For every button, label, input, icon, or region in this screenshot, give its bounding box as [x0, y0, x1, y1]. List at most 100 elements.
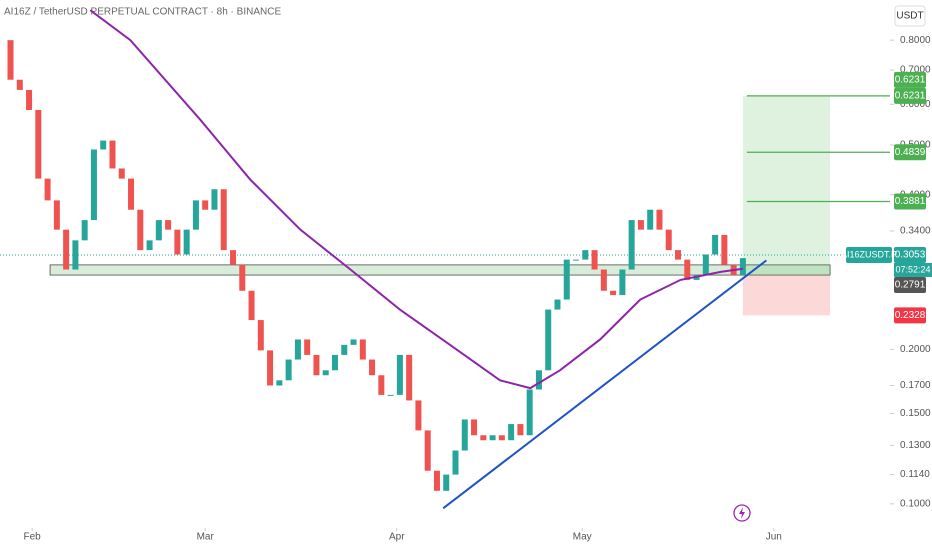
candle — [100, 140, 107, 150]
price-label: 0.3881 — [895, 196, 926, 207]
candle — [322, 370, 329, 376]
candle — [739, 258, 746, 276]
candle — [721, 234, 728, 265]
chart-title: AI16Z / TetherUSD PERPETUAL CONTRACT · 8… — [4, 7, 281, 18]
trendline — [442, 259, 767, 510]
candle — [582, 250, 589, 260]
candle — [378, 375, 385, 395]
candle — [331, 354, 338, 371]
candle — [294, 339, 301, 360]
y-tick-label: 0.1500 — [900, 408, 931, 419]
candle — [248, 290, 255, 321]
countdown-box — [894, 262, 932, 277]
candle — [424, 430, 431, 471]
candle — [545, 309, 552, 371]
candle — [7, 40, 14, 80]
candle — [257, 320, 264, 351]
candle — [239, 264, 246, 291]
candle — [276, 380, 283, 386]
candle — [285, 359, 292, 381]
candle — [498, 435, 505, 441]
price-label-box — [894, 71, 926, 88]
symbol-label: AI16ZUSDT.P — [841, 249, 897, 259]
y-tick-label: 0.3400 — [900, 226, 931, 237]
y-tick-label: 0.6000 — [900, 99, 931, 110]
candle — [63, 229, 70, 270]
candle — [452, 450, 459, 475]
candle — [81, 220, 88, 241]
candle — [350, 339, 357, 345]
lightning-icon[interactable] — [733, 504, 751, 522]
moving-average — [89, 9, 744, 390]
currency-button[interactable] — [894, 5, 926, 27]
candle — [26, 89, 33, 110]
candle — [406, 354, 413, 401]
candle — [535, 370, 542, 390]
x-tick-label: Mar — [197, 532, 215, 543]
candle — [118, 168, 125, 179]
candle — [146, 240, 153, 251]
candle — [619, 269, 626, 296]
candle — [573, 259, 580, 261]
candle — [220, 189, 227, 251]
candle — [665, 229, 672, 251]
candle — [109, 140, 116, 169]
candle — [600, 269, 607, 291]
candle — [591, 250, 598, 270]
candle — [656, 209, 663, 230]
price-label: 0.3053 — [895, 250, 926, 261]
candle — [387, 394, 394, 396]
candle — [174, 229, 181, 255]
y-tick-label: 0.1300 — [900, 440, 931, 451]
price-label: 0.2791 — [895, 280, 926, 291]
candle — [211, 189, 218, 210]
candle — [183, 229, 190, 255]
price-label-box — [894, 87, 926, 104]
candle — [489, 435, 496, 441]
candle — [610, 290, 617, 296]
candle — [90, 149, 97, 221]
candle — [192, 200, 199, 230]
x-tick-label: May — [573, 532, 592, 543]
candle — [675, 250, 682, 260]
candle — [702, 254, 709, 276]
candle — [461, 419, 468, 451]
candle — [44, 178, 51, 201]
candle — [304, 339, 311, 355]
candle — [369, 359, 376, 376]
candle — [526, 389, 533, 436]
take-profit-zone — [742, 95, 831, 275]
price-label-box — [894, 307, 926, 324]
candle — [443, 474, 450, 491]
candle — [53, 200, 60, 230]
candle — [35, 109, 42, 179]
x-tick-label: Jun — [766, 532, 782, 543]
x-tick-label: Apr — [389, 532, 405, 543]
y-tick-label: 0.2000 — [900, 344, 931, 355]
candle — [202, 200, 209, 210]
price-label: 0.2328 — [895, 310, 926, 321]
candle — [16, 79, 23, 90]
candle — [415, 400, 422, 431]
price-label-box — [894, 276, 926, 293]
candle — [647, 209, 654, 230]
candle — [480, 435, 487, 441]
y-tick-label: 0.7000 — [900, 65, 931, 76]
price-label-box — [894, 193, 926, 210]
candle — [433, 470, 440, 491]
price-label-box — [894, 144, 926, 161]
candle — [508, 424, 515, 441]
candle — [554, 299, 561, 310]
price-label: 0.4839 — [895, 147, 926, 158]
support-zone — [49, 264, 831, 276]
symbol-box — [846, 246, 892, 263]
candle — [128, 178, 135, 210]
candle — [471, 419, 478, 436]
candle — [684, 259, 691, 280]
candle — [396, 354, 403, 395]
y-tick-label: 0.8000 — [900, 35, 931, 46]
currency-label: USDT — [896, 11, 923, 22]
y-tick-label: 0.1700 — [900, 380, 931, 391]
candle — [359, 339, 366, 360]
